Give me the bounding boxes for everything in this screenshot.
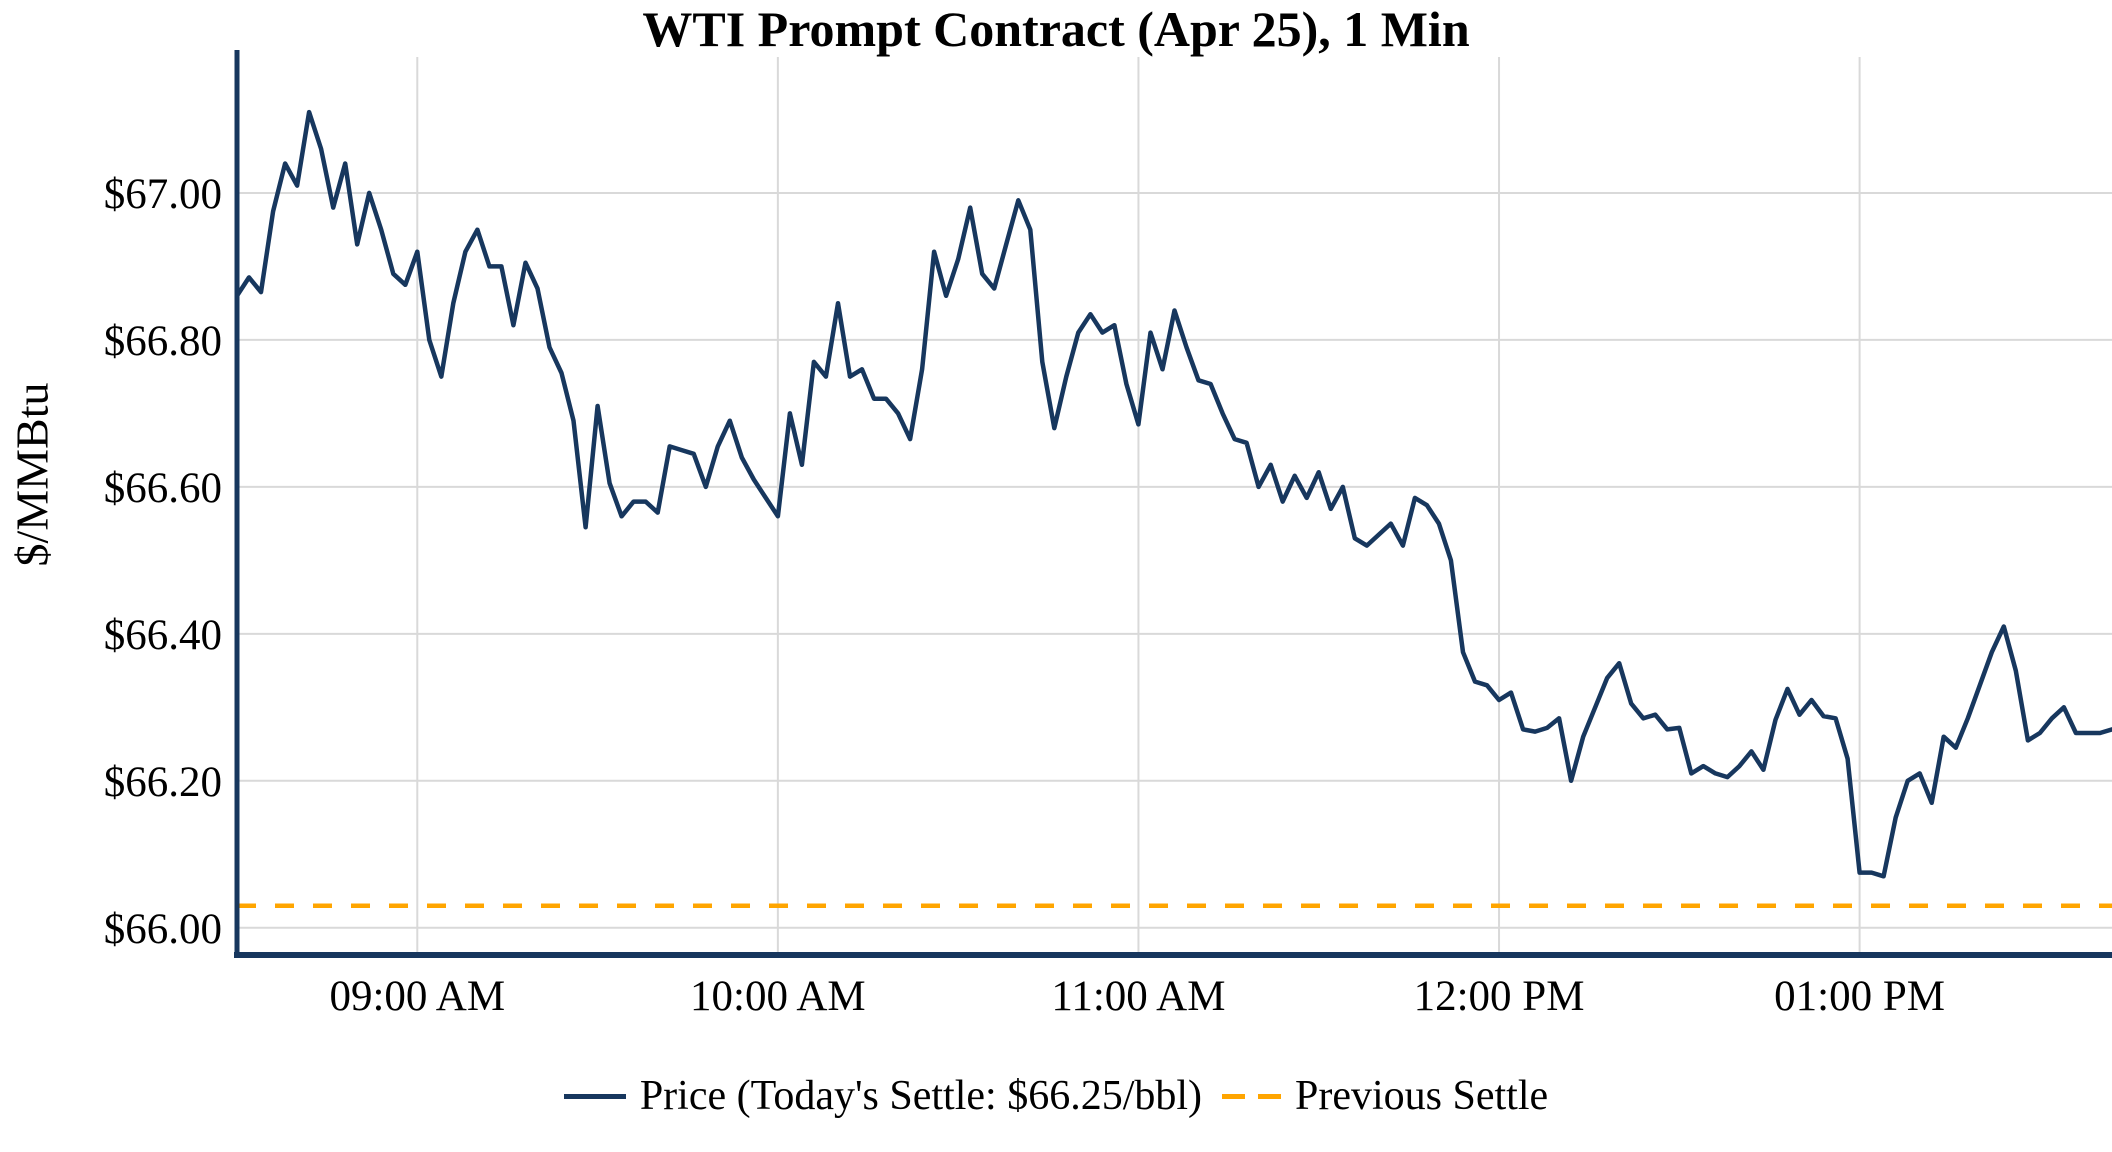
chart-legend: Price (Today's Settle: $66.25/bbl) Previ… (0, 1072, 2112, 1120)
legend-settle-label: Previous Settle (1295, 1073, 1549, 1119)
x-tick-label: 12:00 PM (1414, 973, 1585, 1020)
price-series-path (234, 109, 2112, 879)
price-line-icon (563, 1093, 626, 1099)
y-tick-label: $66.00 (104, 906, 222, 953)
y-tick-label: $66.40 (104, 612, 222, 659)
legend-item-price: Price (Today's Settle: $66.25/bbl) (563, 1072, 1203, 1120)
legend-item-previous-settle: Previous Settle (1222, 1072, 1548, 1120)
y-tick-label: $67.00 (104, 171, 222, 218)
legend-price-label: Price (Today's Settle: $66.25/bbl) (639, 1073, 1203, 1119)
x-tick-label: 09:00 AM (329, 973, 505, 1020)
y-tick-label: $66.20 (104, 759, 222, 806)
x-tick-label: 10:00 AM (690, 973, 866, 1020)
y-tick-label: $66.80 (104, 318, 222, 365)
chart-title: WTI Prompt Contract (Apr 25), 1 Min (642, 1, 1470, 57)
x-tick-label: 11:00 AM (1051, 973, 1225, 1020)
settle-dash-icon (1222, 1093, 1282, 1099)
y-tick-label: $66.60 (104, 465, 222, 512)
x-tick-label: 01:00 PM (1774, 973, 1945, 1020)
